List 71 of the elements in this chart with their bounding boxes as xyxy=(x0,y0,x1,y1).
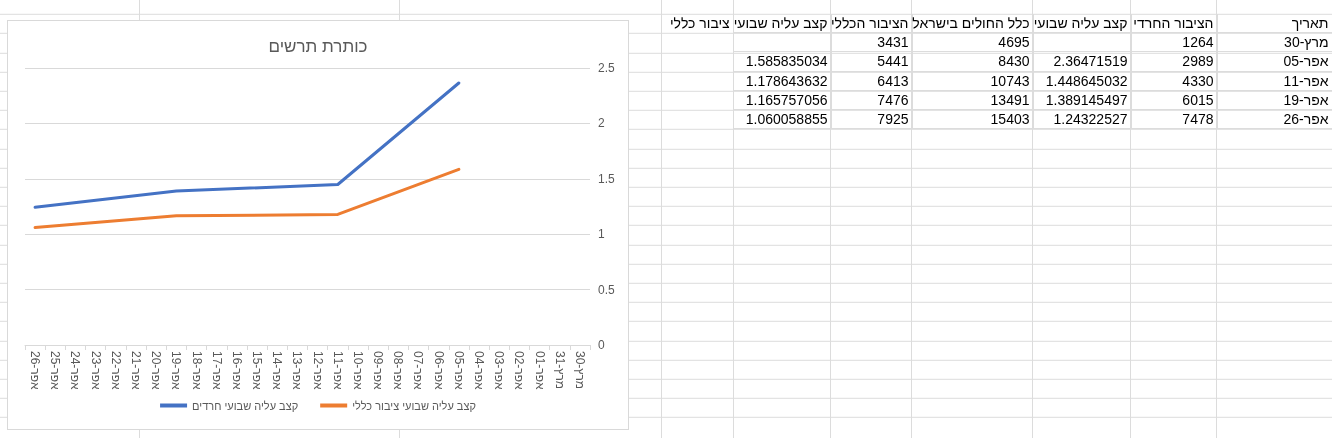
legend-label: קצב עליה שבועי ציבור כללי xyxy=(352,399,476,412)
x-tick-label: 26-אפר xyxy=(28,351,43,391)
data-label: 10743 xyxy=(990,72,1030,89)
text: הציבור החרדי xyxy=(1133,15,1214,32)
y-tick-label: 0.5 xyxy=(598,282,616,297)
data-label: 4330 xyxy=(1182,72,1214,89)
text: הציבור הכללי xyxy=(830,15,909,32)
data-label: 6015 xyxy=(1182,91,1214,108)
data-label: 13491 xyxy=(990,91,1030,108)
category-label: 19-אפר xyxy=(1283,91,1329,108)
y-tick-label: 2.5 xyxy=(598,61,616,75)
x-tick-label: 08-אפר xyxy=(391,351,406,391)
x-tick-label: 03-אפר xyxy=(492,351,507,391)
x-tick-label: 31-מרץ xyxy=(552,351,567,390)
x-tick-label: 11-אפר xyxy=(330,351,345,391)
x-tick-label: 24-אפר xyxy=(68,351,83,391)
x-tick-label: 04-אפר xyxy=(472,351,487,391)
data-label: 5441 xyxy=(877,53,909,70)
category-label: 05-אפר xyxy=(1283,53,1329,70)
text: קצב עליה שבועי xyxy=(1033,15,1128,32)
legend-label: קצב עליה שבועי חרדים xyxy=(192,399,299,412)
data-label: 1.389145497 xyxy=(1045,91,1128,108)
data-label: 1.448645032 xyxy=(1045,72,1128,89)
x-tick-label: 12-אפר xyxy=(310,351,325,391)
data-label: 2989 xyxy=(1182,53,1214,70)
x-tick-label: 21-אפר xyxy=(128,351,143,391)
category-label: 26-אפר xyxy=(1283,111,1329,128)
category-label: 11-אפר xyxy=(1283,72,1329,89)
x-tick-label: 23-אפר xyxy=(88,351,103,391)
x-tick-label: 30-מרץ xyxy=(572,351,587,390)
data-label: 1264 xyxy=(1182,34,1214,51)
chart-title: כותרת תרשים xyxy=(268,37,368,56)
x-tick-label: 01-אפר xyxy=(532,351,547,391)
data-label: 1.178643632 xyxy=(745,72,828,89)
x-tick-label: 25-אפר xyxy=(48,351,63,391)
y-tick-label: 2 xyxy=(598,116,605,131)
data-label: 8430 xyxy=(998,53,1030,70)
y-tick-label: 0 xyxy=(598,338,605,352)
data-label: 3431 xyxy=(877,34,909,51)
x-tick-label: 19-אפר xyxy=(169,351,184,391)
x-tick-label: 05-אפר xyxy=(451,351,466,391)
data-label: 4695 xyxy=(998,34,1030,51)
category-label: 30-מרץ xyxy=(1284,34,1329,51)
x-tick-label: 13-אפר xyxy=(290,351,305,391)
data-label: 1.165757056 xyxy=(745,91,828,108)
text: קצב עליה שבועי ציבור כללי xyxy=(669,15,828,32)
x-tick-label: 18-אפר xyxy=(189,351,204,391)
data-label: 2.36471519 xyxy=(1053,53,1128,70)
x-tick-label: 15-אפר xyxy=(250,351,265,391)
y-tick-label: 1 xyxy=(598,227,605,242)
text: תאריך xyxy=(1291,15,1329,32)
x-tick-label: 22-אפר xyxy=(108,351,123,391)
data-label: 7478 xyxy=(1182,111,1214,128)
data-label: 7476 xyxy=(877,91,909,108)
x-tick-label: 10-אפר xyxy=(350,351,365,391)
data-label: 15403 xyxy=(990,111,1030,128)
data-label: 7925 xyxy=(877,111,909,128)
data-label: 1.24322527 xyxy=(1053,111,1128,128)
x-tick-label: 07-אפר xyxy=(411,351,426,391)
x-tick-label: 02-אפר xyxy=(512,351,527,391)
x-tick-label: 06-אפר xyxy=(431,351,446,391)
data-label: 6413 xyxy=(877,72,909,89)
x-tick-label: 20-אפר xyxy=(149,351,164,391)
data-label: 1.585835034 xyxy=(745,53,828,70)
x-tick-label: 16-אפר xyxy=(229,351,244,391)
text: כלל החולים בישראל xyxy=(912,15,1030,32)
x-tick-label: 14-אפר xyxy=(270,351,285,391)
y-tick-label: 1.5 xyxy=(598,171,616,186)
x-tick-label: 09-אפר xyxy=(371,351,386,391)
data-label: 1.060058855 xyxy=(745,111,828,128)
x-tick-label: 17-אפר xyxy=(209,351,224,391)
